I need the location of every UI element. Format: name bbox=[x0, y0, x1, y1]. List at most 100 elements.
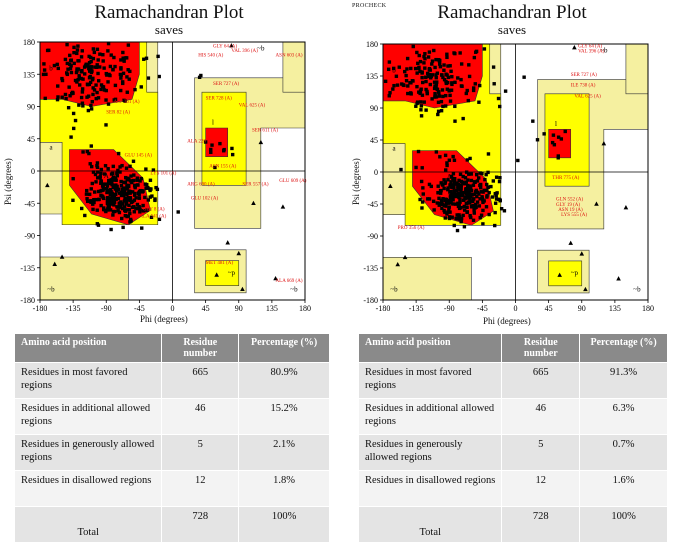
residue-label: HIS 540 (A) bbox=[198, 53, 223, 58]
residue-point bbox=[111, 164, 115, 169]
residue-point bbox=[447, 205, 451, 209]
residue-point bbox=[458, 187, 462, 191]
residue-point bbox=[480, 171, 484, 176]
residue-point bbox=[420, 206, 424, 210]
residue-point bbox=[81, 104, 85, 108]
residue-point bbox=[471, 197, 476, 201]
residue-label: GLY 8 (A) bbox=[143, 207, 165, 212]
residue-point bbox=[474, 188, 478, 193]
residue-point bbox=[87, 69, 92, 73]
row-percent: 80.9% bbox=[238, 362, 330, 399]
y-tick-label: 90 bbox=[370, 104, 378, 113]
residue-point bbox=[456, 185, 460, 189]
y-tick-label: 0 bbox=[31, 167, 35, 176]
residue-point bbox=[463, 196, 467, 201]
residue-point bbox=[123, 213, 128, 218]
residue-point bbox=[484, 205, 489, 209]
residue-point bbox=[218, 141, 222, 146]
residue-point bbox=[90, 181, 95, 186]
region-letter: ~b bbox=[290, 285, 298, 293]
residue-point bbox=[90, 164, 94, 169]
table-row-total: Total 728 100% bbox=[357, 506, 668, 543]
residue-point bbox=[556, 156, 560, 160]
residue-point bbox=[104, 88, 108, 93]
residue-point bbox=[95, 222, 100, 226]
residue-point bbox=[87, 192, 92, 196]
residue-point bbox=[462, 225, 467, 229]
residue-point bbox=[450, 195, 454, 199]
residue-point bbox=[199, 73, 203, 78]
residue-point bbox=[443, 216, 447, 220]
glycine-point bbox=[601, 141, 607, 146]
residue-point bbox=[108, 64, 113, 69]
residue-point bbox=[96, 176, 100, 180]
residue-point bbox=[68, 62, 72, 66]
y-tick-label: 0 bbox=[374, 168, 378, 177]
residue-point bbox=[467, 172, 471, 176]
residue-point bbox=[422, 100, 426, 104]
x-axis-title: Phi (degrees) bbox=[140, 314, 188, 324]
residue-point bbox=[130, 180, 134, 185]
residue-point bbox=[439, 99, 444, 104]
residue-point bbox=[75, 48, 80, 52]
glycine-point bbox=[616, 276, 621, 281]
header-position: Amino acid position bbox=[13, 333, 163, 363]
row-label: Residues in disallowed regions bbox=[13, 470, 163, 507]
residue-point bbox=[138, 208, 142, 212]
residue-point bbox=[432, 86, 437, 91]
residue-point bbox=[467, 74, 472, 79]
residue-point bbox=[85, 199, 90, 204]
residue-point bbox=[413, 66, 418, 71]
residue-point bbox=[457, 214, 462, 219]
residue-point bbox=[416, 61, 420, 66]
residue-point bbox=[60, 76, 64, 81]
residue-point bbox=[78, 83, 82, 87]
residue-point bbox=[95, 47, 100, 52]
residue-point bbox=[119, 76, 123, 80]
residue-point bbox=[100, 85, 105, 89]
residue-point bbox=[455, 188, 459, 193]
residue-point bbox=[486, 152, 491, 156]
residue-point bbox=[60, 95, 64, 99]
residue-point bbox=[122, 186, 126, 190]
residue-point bbox=[93, 65, 97, 69]
residue-point bbox=[478, 197, 482, 201]
residue-point bbox=[402, 83, 406, 88]
x-tick-label: -90 bbox=[101, 304, 112, 313]
header-number: Residue number bbox=[161, 333, 240, 363]
residue-point bbox=[99, 179, 104, 184]
residue-point bbox=[148, 187, 152, 191]
residue-point bbox=[465, 205, 469, 210]
row-label: Residues in most favored regions bbox=[357, 362, 503, 399]
residue-point bbox=[451, 154, 455, 159]
residue-point bbox=[73, 78, 78, 83]
residue-point bbox=[439, 188, 443, 193]
residue-point bbox=[498, 104, 502, 109]
y-tick-label: -90 bbox=[367, 232, 378, 241]
residue-point bbox=[439, 200, 444, 204]
residue-point bbox=[116, 196, 121, 201]
residue-point bbox=[118, 205, 123, 209]
residue-point bbox=[465, 88, 469, 93]
region-letter: ~b bbox=[600, 47, 608, 55]
residue-point bbox=[459, 205, 463, 210]
residue-point bbox=[118, 170, 122, 174]
residue-point bbox=[449, 190, 453, 194]
residue-point bbox=[468, 156, 472, 161]
residue-point bbox=[94, 197, 98, 202]
residue-point bbox=[452, 194, 457, 199]
residue-point bbox=[109, 189, 113, 194]
residue-point bbox=[453, 80, 457, 85]
residue-point bbox=[531, 119, 535, 123]
region-letter: ~b bbox=[47, 285, 55, 293]
residue-point bbox=[63, 92, 68, 97]
residue-point bbox=[111, 68, 115, 72]
residue-point bbox=[418, 91, 422, 96]
residue-point bbox=[473, 82, 477, 86]
residue-point bbox=[80, 68, 84, 73]
residue-point bbox=[140, 226, 144, 230]
residue-point bbox=[439, 181, 443, 185]
row-number: 5 bbox=[161, 434, 240, 471]
residue-point bbox=[103, 208, 108, 213]
residue-point bbox=[411, 44, 415, 49]
